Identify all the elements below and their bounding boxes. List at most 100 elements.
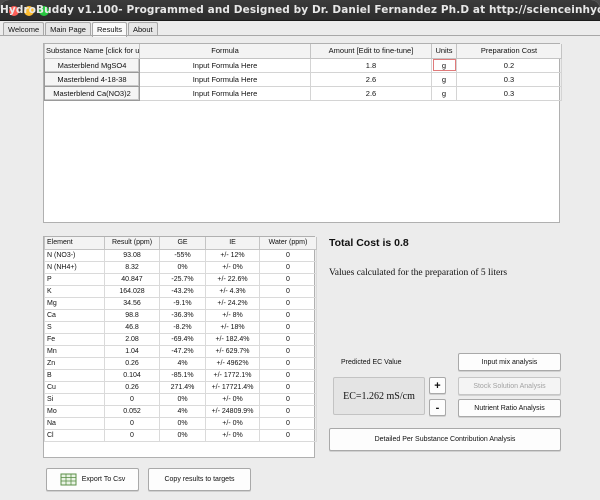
substances-table: Substance Name [click for url] Formula A… <box>43 43 562 223</box>
ec-value-display: EC=1.262 mS/cm <box>333 377 425 415</box>
substance-units-cell[interactable]: g <box>431 57 457 73</box>
result-row: B 0.104 -85.1% +/- 1772.1% 0 <box>44 368 317 382</box>
substance-units-cell[interactable]: g <box>431 85 457 101</box>
tab-results[interactable]: Results <box>91 22 127 37</box>
ie-cell: +/- 24809.9% <box>205 404 260 418</box>
result-ppm-cell: 93.08 <box>104 248 160 262</box>
substance-formula-cell[interactable]: Input Formula Here <box>139 57 311 73</box>
input-mix-analysis-button[interactable]: Input mix analysis <box>458 353 561 371</box>
result-row: K 164.028 -43.2% +/- 4.3% 0 <box>44 284 317 298</box>
result-row: Na 0 0% +/- 0% 0 <box>44 416 317 430</box>
ge-cell: 0% <box>159 428 206 442</box>
water-ppm-cell: 0 <box>259 416 317 430</box>
ie-cell: +/- 22.6% <box>205 272 260 286</box>
element-cell: Cu <box>44 380 105 394</box>
column-header-water: Water (ppm) <box>259 237 317 250</box>
stock-solution-analysis-button[interactable]: Stock Solution Analysis <box>458 377 561 395</box>
result-ppm-cell: 0.26 <box>104 356 160 370</box>
substance-amount-cell[interactable]: 2.6 <box>310 71 432 87</box>
column-header-element: Element <box>44 237 105 250</box>
result-row: Cl 0 0% +/- 0% 0 <box>44 428 317 442</box>
column-header-cost[interactable]: Preparation Cost <box>456 44 562 59</box>
water-ppm-cell: 0 <box>259 404 317 418</box>
result-row: S 46.8 -8.2% +/- 18% 0 <box>44 320 317 334</box>
result-ppm-cell: 2.08 <box>104 332 160 346</box>
result-ppm-cell: 0 <box>104 416 160 430</box>
ie-cell: +/- 18% <box>205 320 260 334</box>
ie-cell: +/- 629.7% <box>205 344 260 358</box>
substance-cost-cell: 0.3 <box>456 85 562 101</box>
substances-header-row: Substance Name [click for url] Formula A… <box>44 44 562 59</box>
ge-cell: -55% <box>159 248 206 262</box>
result-ppm-cell: 0.052 <box>104 404 160 418</box>
column-header-substance[interactable]: Substance Name [click for url] <box>44 44 140 59</box>
close-window-button[interactable] <box>9 6 19 16</box>
element-cell: Ca <box>44 308 105 322</box>
ie-cell: +/- 4962% <box>205 356 260 370</box>
result-ppm-cell: 164.028 <box>104 284 160 298</box>
minimize-window-button[interactable] <box>24 6 34 16</box>
element-cell: Mg <box>44 296 105 310</box>
result-row: P 40.847 -25.7% +/- 22.6% 0 <box>44 272 317 286</box>
water-ppm-cell: 0 <box>259 380 317 394</box>
substance-name-button[interactable]: Masterblend Ca(NO3)2 <box>44 85 140 101</box>
water-ppm-cell: 0 <box>259 260 317 274</box>
column-header-ge: GE <box>159 237 206 250</box>
substance-formula-cell[interactable]: Input Formula Here <box>139 85 311 101</box>
tab-main-page[interactable]: Main Page <box>45 22 91 36</box>
ge-cell: 4% <box>159 356 206 370</box>
water-ppm-cell: 0 <box>259 284 317 298</box>
result-ppm-cell: 0 <box>104 392 160 406</box>
substance-formula-cell[interactable]: Input Formula Here <box>139 71 311 87</box>
water-ppm-cell: 0 <box>259 428 317 442</box>
water-ppm-cell: 0 <box>259 332 317 346</box>
element-cell: Zn <box>44 356 105 370</box>
element-cell: Si <box>44 392 105 406</box>
nutrient-ratio-analysis-button[interactable]: Nutrient Ratio Analysis <box>458 399 561 417</box>
water-ppm-cell: 0 <box>259 356 317 370</box>
result-ppm-cell: 46.8 <box>104 320 160 334</box>
column-header-units[interactable]: Units <box>431 44 457 59</box>
copy-results-to-targets-button[interactable]: Copy results to targets <box>148 468 251 491</box>
water-ppm-cell: 0 <box>259 296 317 310</box>
maximize-window-button[interactable] <box>39 6 49 16</box>
substance-units-cell[interactable]: g <box>431 71 457 87</box>
ge-cell: 0% <box>159 260 206 274</box>
result-row: Si 0 0% +/- 0% 0 <box>44 392 317 406</box>
detailed-contribution-analysis-button[interactable]: Detailed Per Substance Contribution Anal… <box>329 428 561 451</box>
ie-cell: +/- 0% <box>205 416 260 430</box>
result-ppm-cell: 1.04 <box>104 344 160 358</box>
column-header-amount[interactable]: Amount [Edit to fine-tune] <box>310 44 432 59</box>
tab-about[interactable]: About <box>128 22 158 36</box>
result-row: Zn 0.26 4% +/- 4962% 0 <box>44 356 317 370</box>
export-csv-button[interactable]: Export To Csv <box>46 468 139 491</box>
ge-cell: 0% <box>159 392 206 406</box>
water-ppm-cell: 0 <box>259 392 317 406</box>
ge-cell: -25.7% <box>159 272 206 286</box>
substance-name-button[interactable]: Masterblend MgSO4 <box>44 57 140 73</box>
element-cell: Mo <box>44 404 105 418</box>
ge-cell: -9.1% <box>159 296 206 310</box>
column-header-formula[interactable]: Formula <box>139 44 311 59</box>
column-header-result: Result (ppm) <box>104 237 160 250</box>
ie-cell: +/- 0% <box>205 392 260 406</box>
element-cell: Mn <box>44 344 105 358</box>
result-ppm-cell: 8.32 <box>104 260 160 274</box>
preparation-note: Values calculated for the preparation of… <box>329 268 508 278</box>
result-row: Ca 98.8 -36.3% +/- 8% 0 <box>44 308 317 322</box>
result-row: Cu 0.26 271.4% +/- 17721.4% 0 <box>44 380 317 394</box>
substance-name-button[interactable]: Masterblend 4-18-38 <box>44 71 140 87</box>
ec-minus-button[interactable]: - <box>429 399 446 416</box>
ec-plus-button[interactable]: + <box>429 377 446 394</box>
substance-amount-cell[interactable]: 1.8 <box>310 57 432 73</box>
ge-cell: -69.4% <box>159 332 206 346</box>
predicted-ec-label: Predicted EC Value <box>341 359 402 366</box>
title-bar: HydroBuddy v1.100- Programmed and Design… <box>0 0 600 21</box>
substance-amount-cell[interactable]: 2.6 <box>310 85 432 101</box>
water-ppm-cell: 0 <box>259 308 317 322</box>
ie-cell: +/- 12% <box>205 248 260 262</box>
result-ppm-cell: 34.56 <box>104 296 160 310</box>
tab-welcome[interactable]: Welcome <box>3 22 45 36</box>
result-ppm-cell: 0 <box>104 428 160 442</box>
